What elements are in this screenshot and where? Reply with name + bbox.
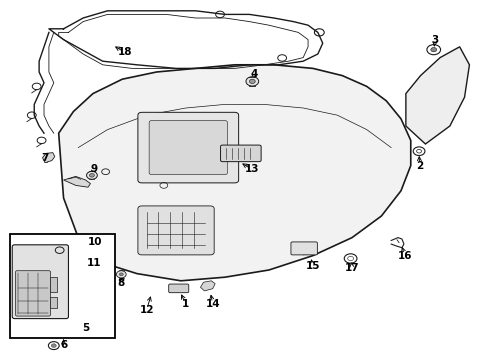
Bar	[50, 277, 57, 292]
Text: 4: 4	[250, 69, 258, 79]
Text: 9: 9	[90, 164, 97, 174]
Bar	[50, 297, 57, 308]
Text: 12: 12	[139, 305, 154, 315]
Polygon shape	[42, 153, 55, 163]
Circle shape	[89, 174, 94, 177]
Text: 1: 1	[182, 299, 189, 309]
Polygon shape	[59, 65, 410, 281]
Text: 11: 11	[86, 258, 101, 268]
Circle shape	[86, 171, 97, 179]
Text: 13: 13	[244, 164, 259, 174]
Text: 10: 10	[88, 237, 102, 247]
Text: 16: 16	[397, 251, 411, 261]
FancyBboxPatch shape	[16, 271, 50, 316]
Circle shape	[430, 48, 436, 52]
FancyBboxPatch shape	[138, 206, 214, 255]
Text: 15: 15	[305, 261, 320, 271]
Polygon shape	[63, 176, 90, 187]
FancyBboxPatch shape	[220, 145, 261, 162]
Text: 18: 18	[117, 47, 132, 57]
Text: 8: 8	[118, 278, 124, 288]
Text: 6: 6	[60, 340, 67, 350]
Circle shape	[116, 271, 126, 278]
Bar	[10, 234, 115, 338]
FancyBboxPatch shape	[168, 284, 188, 293]
Text: 3: 3	[431, 35, 438, 45]
Circle shape	[245, 77, 258, 86]
Text: 17: 17	[344, 263, 359, 273]
Circle shape	[51, 344, 56, 347]
Polygon shape	[200, 281, 215, 291]
Text: 2: 2	[415, 161, 422, 171]
FancyBboxPatch shape	[138, 112, 238, 183]
Circle shape	[119, 273, 123, 276]
Polygon shape	[405, 47, 468, 144]
FancyBboxPatch shape	[12, 245, 68, 319]
FancyBboxPatch shape	[290, 242, 317, 255]
FancyBboxPatch shape	[149, 121, 227, 175]
Polygon shape	[302, 245, 316, 255]
Text: 7: 7	[41, 153, 49, 163]
Circle shape	[249, 79, 255, 84]
Text: 14: 14	[205, 299, 220, 309]
Text: 5: 5	[82, 323, 89, 333]
